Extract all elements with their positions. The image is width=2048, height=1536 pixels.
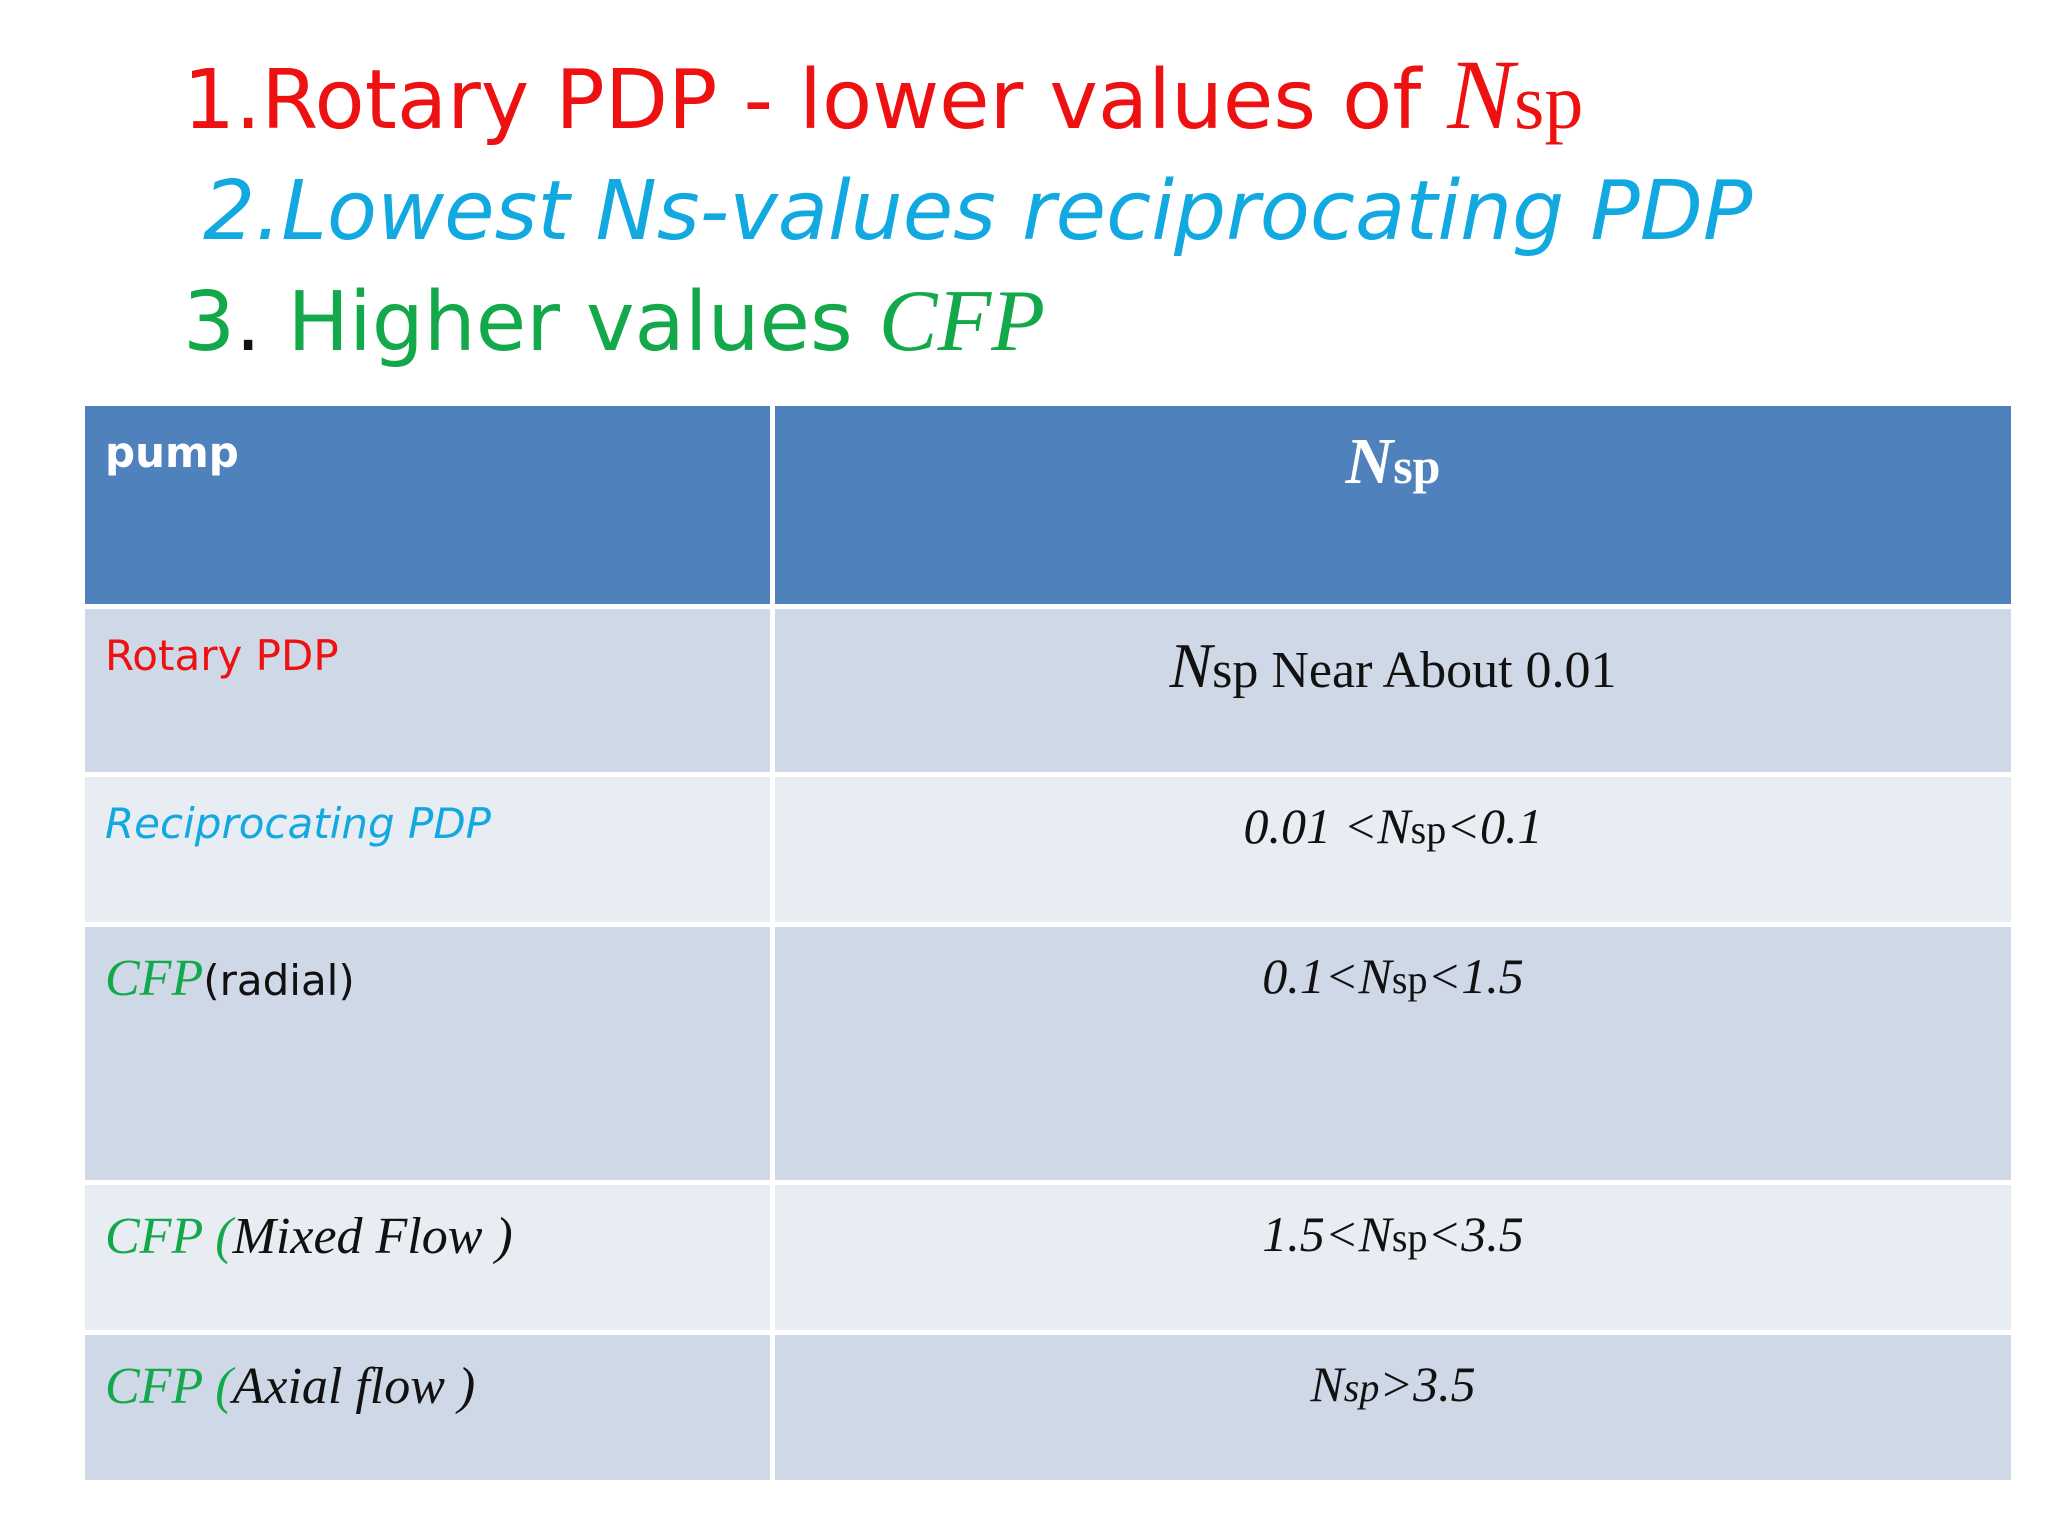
nsp-value-right: <0.1 — [1446, 798, 1543, 854]
pump-name: Rotary PDP — [80, 604, 775, 777]
pump-name: CFP(radial) — [80, 922, 775, 1185]
header-nsp: Nsp — [770, 401, 2016, 609]
pump-name-type: Mixed Flow ) — [232, 1208, 513, 1265]
bullet-cfp: 3. Higher values CFP — [183, 267, 1752, 378]
nsp-value-left: 0.01 <N — [1243, 798, 1411, 854]
nsp-value-n: N — [1169, 630, 1213, 701]
nsp-symbol-sp: sp — [1513, 58, 1584, 145]
pump-name-type: (radial) — [203, 956, 355, 1005]
nsp-value-sp: sp — [1391, 957, 1428, 1002]
table-row: Rotary PDP Nsp Near About 0.01 — [80, 604, 2016, 777]
pump-name-cfp: CFP ( — [105, 1208, 233, 1265]
pump-name: Reciprocating PDP — [80, 772, 775, 927]
bullet-cfp-dot: . — [235, 275, 262, 370]
header-nsp-n: N — [1345, 425, 1394, 498]
nsp-value: 1.5<Nsp<3.5 — [770, 1180, 2016, 1335]
nsp-value: 0.1<Nsp<1.5 — [770, 922, 2016, 1185]
title-bullets: 1.Rotary PDP - lower values of Nsp 2.Low… — [183, 40, 1752, 378]
nsp-value-right: <1.5 — [1427, 948, 1524, 1004]
nsp-table: pump Nsp Rotary PDP Nsp Near About 0.01 … — [80, 401, 2016, 1485]
table-row: CFP (Axial flow ) Nsp>3.5 — [80, 1330, 2016, 1485]
table-row: CFP (Mixed Flow ) 1.5<Nsp<3.5 — [80, 1180, 2016, 1335]
nsp-value-sp: sp — [1391, 1215, 1428, 1260]
nsp-value-right: <3.5 — [1427, 1206, 1524, 1262]
nsp-value-sp: sp — [1410, 807, 1447, 852]
header-pump: pump — [80, 401, 775, 609]
pump-name: CFP (Axial flow ) — [80, 1330, 775, 1485]
pump-name-type: Axial flow ) — [232, 1358, 476, 1415]
nsp-value: 0.01 <Nsp<0.1 — [770, 772, 2016, 927]
nsp-value: Nsp Near About 0.01 — [770, 604, 2016, 777]
pump-name-cfp: CFP — [105, 950, 204, 1007]
table-header-row: pump Nsp — [80, 401, 2016, 609]
table-row: CFP(radial) 0.1<Nsp<1.5 — [80, 922, 2016, 1185]
pump-name: CFP (Mixed Flow ) — [80, 1180, 775, 1335]
nsp-value-sp: sp — [1343, 1365, 1380, 1410]
bullet-reciprocating: 2.Lowest Ns-values reciprocating PDP — [203, 164, 1753, 259]
table-row: Reciprocating PDP 0.01 <Nsp<0.1 — [80, 772, 2016, 927]
nsp-value-sp: sp — [1212, 642, 1259, 699]
nsp-value: Nsp>3.5 — [770, 1330, 2016, 1485]
nsp-symbol-n: N — [1447, 39, 1514, 150]
nsp-value-text: Near About 0.01 — [1258, 642, 1617, 699]
bullet-rotary-text: 1.Rotary PDP - lower values of — [183, 53, 1448, 148]
nsp-value-left: 1.5<N — [1262, 1206, 1392, 1262]
bullet-cfp-symbol: CFP — [878, 273, 1045, 370]
nsp-value-left: N — [1310, 1356, 1344, 1412]
bullet-rotary: 1.Rotary PDP - lower values of Nsp — [183, 40, 1752, 157]
nsp-value-right: >3.5 — [1379, 1356, 1476, 1412]
nsp-value-left: 0.1<N — [1262, 948, 1392, 1004]
header-nsp-sp: sp — [1393, 438, 1441, 494]
bullet-cfp-text: Higher values — [261, 275, 879, 370]
pump-name-cfp: CFP ( — [105, 1358, 233, 1415]
bullet-cfp-number: 3 — [183, 275, 236, 370]
